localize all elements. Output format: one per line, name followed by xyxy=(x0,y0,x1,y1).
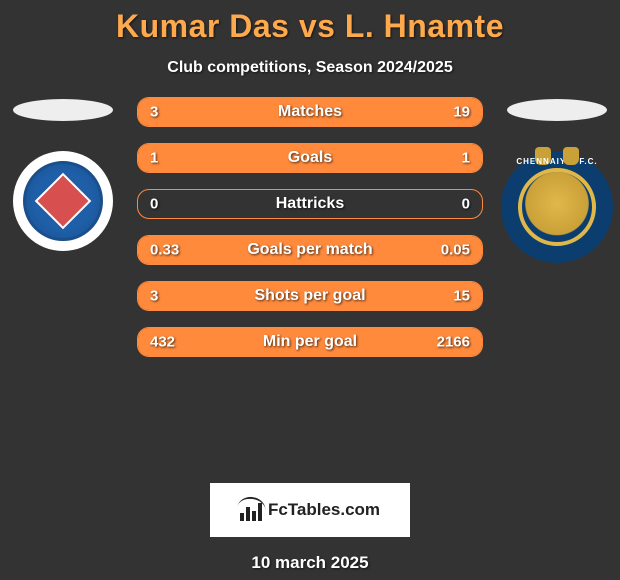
shadow-ellipse xyxy=(507,99,607,121)
stat-label: Hattricks xyxy=(138,195,482,213)
stat-row: 1Goals1 xyxy=(137,143,483,173)
attribution-badge: FcTables.com xyxy=(210,483,410,537)
comparison-title: Kumar Das vs L. Hnamte xyxy=(0,0,620,45)
comparison-body: CHENNAIYIN F.C. 3Matches19 1Goals1 0Hattri… xyxy=(0,97,620,477)
stat-value-right: 0.05 xyxy=(441,242,470,259)
stat-value-right: 1 xyxy=(462,150,470,167)
stat-label: Min per goal xyxy=(138,333,482,351)
stat-value-right: 19 xyxy=(453,104,470,121)
stat-row: 0Hattricks0 xyxy=(137,189,483,219)
stat-row: 0.33Goals per match0.05 xyxy=(137,235,483,265)
stat-label: Goals per match xyxy=(138,241,482,259)
stat-row: 3Shots per goal15 xyxy=(137,281,483,311)
comparison-date: 10 march 2025 xyxy=(0,553,620,573)
stat-value-right: 0 xyxy=(462,196,470,213)
stat-row: 432Min per goal2166 xyxy=(137,327,483,357)
right-club-ring-text: CHENNAIYIN F.C. xyxy=(501,157,613,166)
stat-label: Matches xyxy=(138,103,482,121)
shadow-ellipse xyxy=(13,99,113,121)
right-player-column: CHENNAIYIN F.C. xyxy=(502,97,612,263)
stat-label: Goals xyxy=(138,149,482,167)
stat-value-right: 15 xyxy=(453,288,470,305)
comparison-subtitle: Club competitions, Season 2024/2025 xyxy=(0,59,620,77)
left-player-column xyxy=(8,97,118,251)
fctables-icon xyxy=(240,499,262,521)
stats-panel: 3Matches19 1Goals1 0Hattricks0 0.33Goals pe… xyxy=(137,97,483,373)
stat-row: 3Matches19 xyxy=(137,97,483,127)
right-club-logo: CHENNAIYIN F.C. xyxy=(501,151,613,263)
left-club-logo xyxy=(13,151,113,251)
attribution-text: FcTables.com xyxy=(268,500,380,520)
stat-label: Shots per goal xyxy=(138,287,482,305)
stat-value-right: 2166 xyxy=(437,334,470,351)
